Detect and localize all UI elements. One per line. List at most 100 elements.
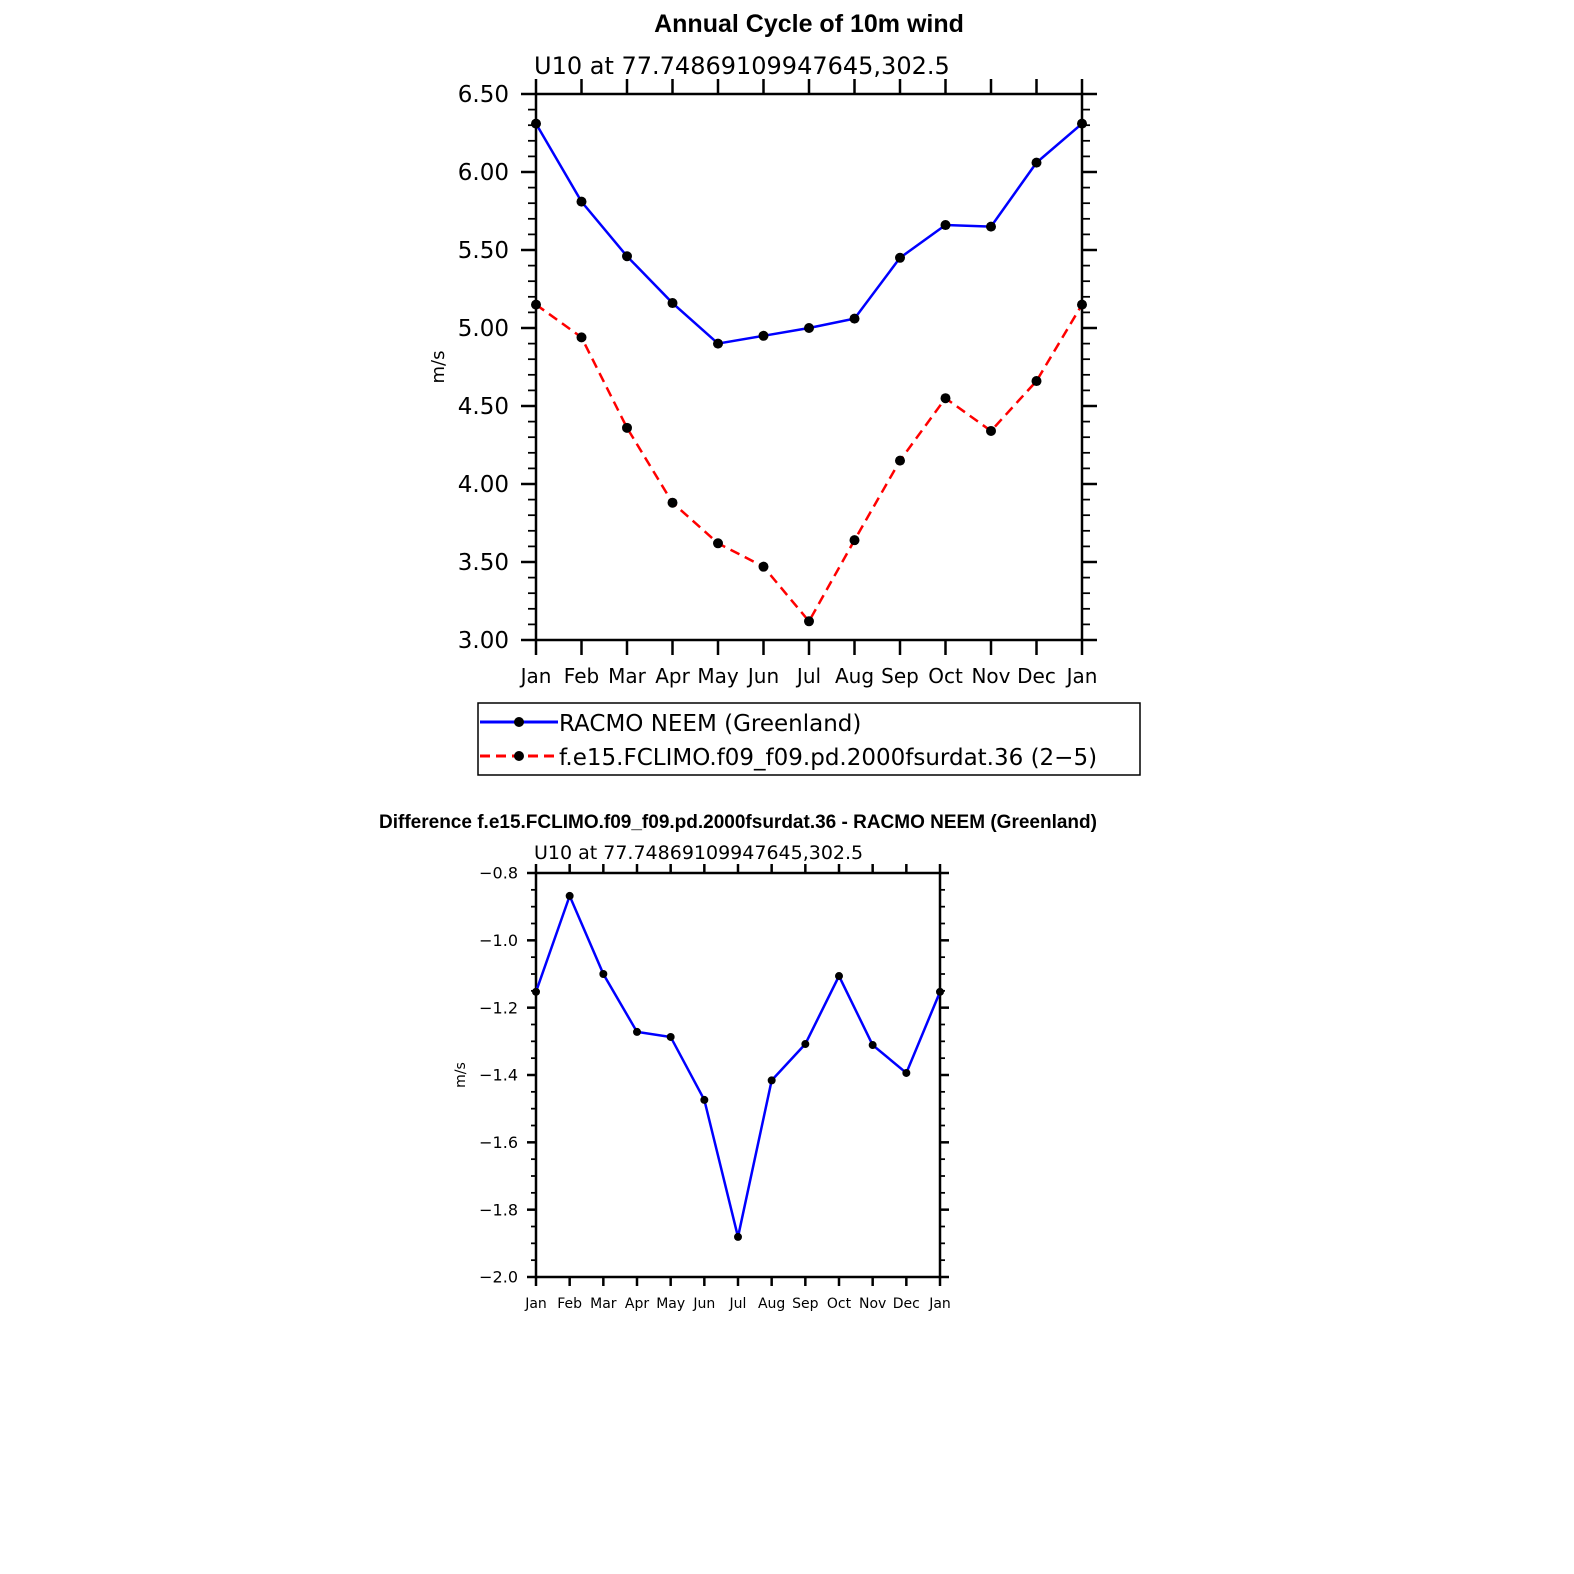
data-point <box>700 1095 709 1104</box>
data-point <box>531 118 541 129</box>
series-line-0 <box>534 122 1083 345</box>
x-tick-label: Jul <box>795 664 821 688</box>
data-point <box>532 987 540 996</box>
data-point <box>804 616 814 627</box>
y-tick-label: 4.50 <box>458 394 509 420</box>
data-point <box>940 220 951 231</box>
chart1-ylabel: m/s <box>428 351 449 384</box>
x-tick-label: Aug <box>758 1296 785 1312</box>
x-tick-label: Apr <box>655 664 690 688</box>
x-tick-label: Sep <box>792 1296 819 1312</box>
chart2-subtitle: U10 at 77.74869109947645,302.5 <box>534 842 863 864</box>
chart1-plot: 3.00 3.50 4.00 4.50 5.00 5.50 6.00 6.50 Jan Feb Ma… <box>458 79 1098 688</box>
x-tick-label: Nov <box>971 664 1010 688</box>
x-tick-label: Dec <box>1017 664 1056 688</box>
y-tick-label: −1.6 <box>479 1133 518 1152</box>
y-tick-label: 5.00 <box>458 316 509 342</box>
legend-marker-model <box>514 751 524 761</box>
data-point <box>767 1076 776 1085</box>
data-point <box>666 1032 675 1041</box>
chart1-title: Annual Cycle of 10m wind <box>654 10 964 38</box>
data-point <box>531 299 541 310</box>
data-point <box>986 221 996 232</box>
data-point <box>576 332 587 343</box>
x-tick-label: May <box>697 664 739 688</box>
data-point <box>1031 376 1042 387</box>
data-point <box>849 535 860 546</box>
x-tick-label: Mar <box>590 1296 617 1312</box>
x-tick-label: Jan <box>928 1296 951 1312</box>
legend-label-model: f.e15.FCLIMO.f09_f09.pd.2000fsurdat.36 (… <box>559 745 1097 771</box>
x-tick-label: Jun <box>746 664 779 688</box>
data-point <box>734 1232 742 1241</box>
x-tick-label: Jan <box>1065 664 1098 688</box>
x-tick-label: May <box>656 1296 685 1312</box>
y-tick-label: 6.50 <box>458 82 509 108</box>
x-tick-label: Dec <box>893 1296 920 1312</box>
y-tick-label: −0.8 <box>479 864 518 883</box>
x-tick-label: Nov <box>859 1296 886 1312</box>
legend: RACMO NEEM (Greenland) f.e15.FCLIMO.f09_… <box>477 702 1141 776</box>
data-point <box>895 252 905 263</box>
data-point <box>801 1040 810 1049</box>
data-point <box>599 970 608 978</box>
data-point <box>868 1041 877 1050</box>
data-point <box>849 313 860 324</box>
data-point <box>1077 118 1087 129</box>
x-tick-label: Sep <box>881 664 919 688</box>
data-point <box>1031 157 1042 168</box>
y-tick-label: −1.4 <box>479 1066 518 1085</box>
data-point <box>758 330 769 341</box>
series-line-1 <box>535 303 1084 624</box>
data-point <box>1077 299 1087 310</box>
data-point <box>835 972 843 981</box>
data-point <box>713 538 723 549</box>
legend-label-racmo: RACMO NEEM (Greenland) <box>559 711 861 737</box>
x-tick-label: Feb <box>557 1296 582 1312</box>
x-tick-label: Jan <box>524 1296 547 1312</box>
y-tick-label: −1.8 <box>479 1200 518 1219</box>
data-point <box>576 196 587 207</box>
y-tick-label: −2.0 <box>479 1268 518 1287</box>
data-point <box>986 425 996 436</box>
y-tick-label: 4.00 <box>458 472 509 498</box>
data-point <box>622 251 632 262</box>
y-tick-label: 3.50 <box>458 550 509 576</box>
data-point <box>713 338 723 349</box>
data-point <box>633 1027 641 1036</box>
legend-marker-racmo <box>514 717 524 727</box>
plot-frame <box>534 92 1084 642</box>
data-point <box>804 323 814 333</box>
y-tick-label: −1.0 <box>479 931 518 950</box>
data-point <box>667 497 678 508</box>
chart2-plot: −2.0 −1.8 −1.6 −1.4 −1.2 −1.0 −0.8 Jan Feb Mar Apr… <box>479 864 951 1312</box>
x-tick-label: Apr <box>625 1296 649 1312</box>
x-tick-label: Oct <box>827 1296 852 1312</box>
x-tick-label: Oct <box>928 664 963 688</box>
y-tick-label: −1.2 <box>479 998 518 1017</box>
data-point <box>936 987 944 996</box>
x-tick-label: Aug <box>835 664 874 688</box>
chart1-subtitle: U10 at 77.74869109947645,302.5 <box>534 52 950 80</box>
data-point <box>895 455 905 466</box>
x-tick-label: Jun <box>692 1296 715 1312</box>
data-point <box>758 561 769 572</box>
data-point <box>902 1068 911 1077</box>
y-tick-label: 3.00 <box>458 628 509 654</box>
data-point <box>565 891 574 900</box>
x-tick-label: Mar <box>608 664 647 688</box>
y-tick-label: 5.50 <box>458 238 509 264</box>
data-point <box>622 422 632 433</box>
data-point <box>940 393 951 404</box>
x-tick-label: Jul <box>729 1296 747 1312</box>
y-tick-label: 6.00 <box>458 160 509 186</box>
legend-box <box>477 702 1141 776</box>
series-line-0 <box>534 892 942 1238</box>
x-tick-label: Feb <box>564 664 599 688</box>
plot-frame <box>534 871 942 1279</box>
data-point <box>667 298 678 309</box>
x-tick-label: Jan <box>519 664 552 688</box>
chart2-ylabel: m/s <box>453 1062 469 1088</box>
chart2-title: Difference f.e15.FCLIMO.f09_f09.pd.2000f… <box>379 812 1097 833</box>
